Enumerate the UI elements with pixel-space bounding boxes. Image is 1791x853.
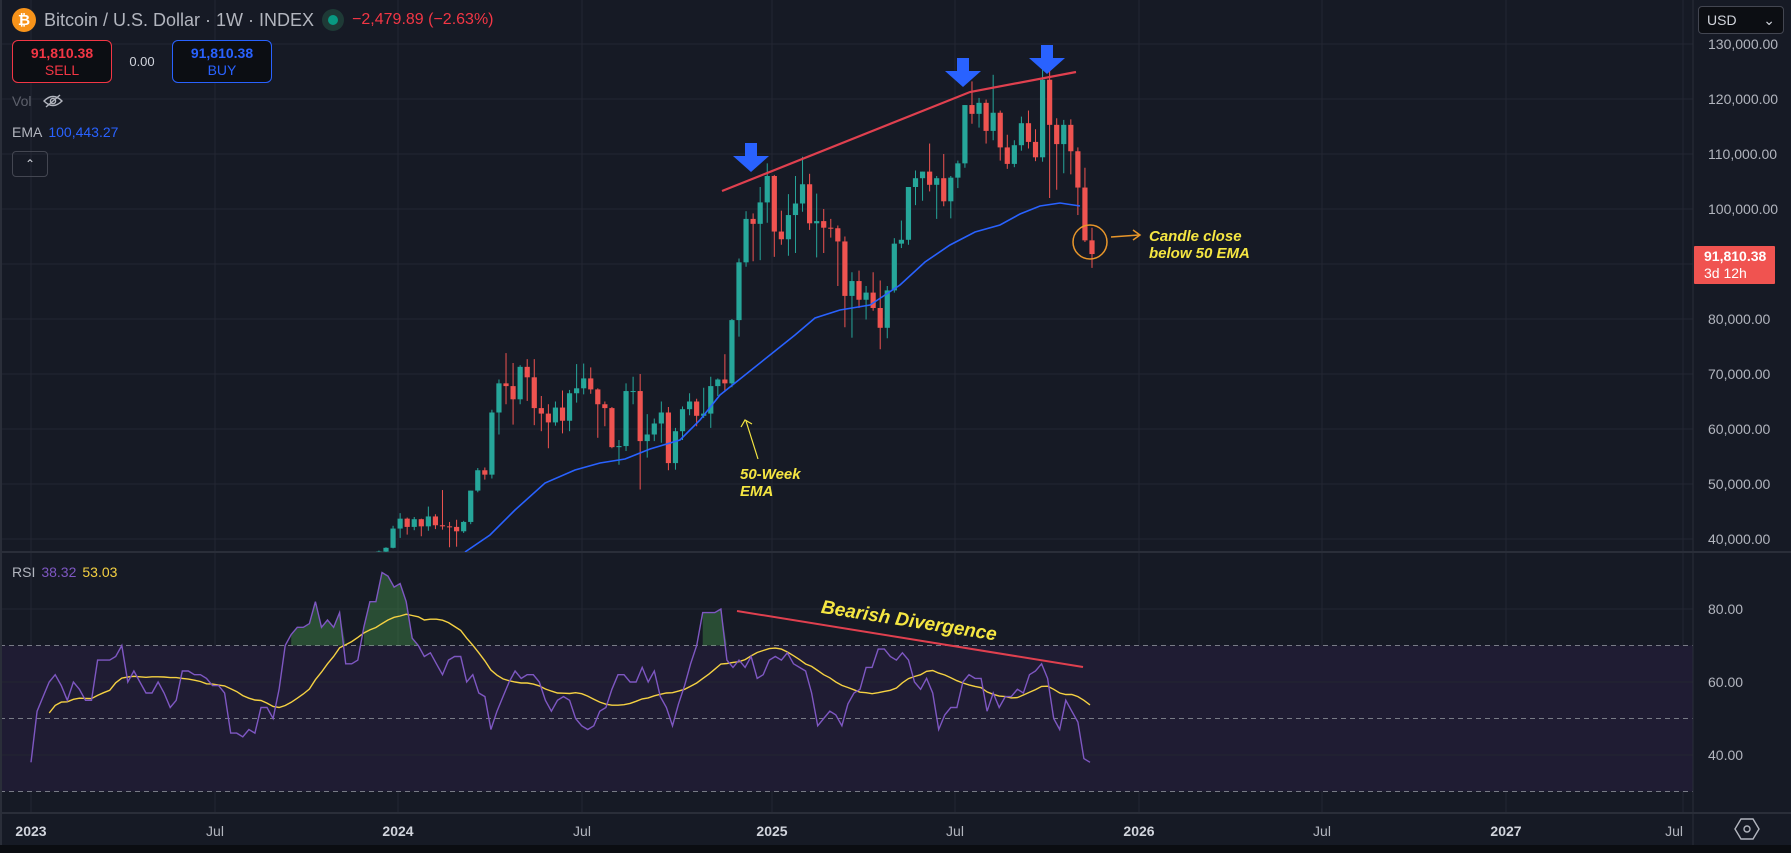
time-axis-label: Jul	[946, 823, 964, 839]
down-arrow-icon	[945, 58, 981, 87]
currency-select[interactable]: USD ⌄	[1698, 6, 1784, 34]
price-axis-label: 110,000.00	[1708, 146, 1777, 162]
sell-price: 91,810.38	[30, 44, 94, 61]
highlight-circle	[1072, 224, 1108, 260]
sell-button[interactable]: 91,810.38 SELL	[12, 40, 112, 83]
chevron-up-icon: ⌃	[24, 157, 36, 171]
vol-label: Vol	[12, 93, 32, 109]
price-axis-label: 70,000.00	[1708, 366, 1770, 382]
ema-value: 100,443.27	[48, 124, 119, 140]
price-axis-label: 80,000.00	[1708, 311, 1770, 327]
time-axis-label: Jul	[573, 823, 591, 839]
rsi-pane[interactable]	[30, 571, 1091, 763]
bar-countdown: 3d 12h	[1704, 265, 1747, 281]
rsi-ma-line	[48, 613, 1091, 714]
time-axis-label: 2026	[1123, 823, 1154, 839]
annotation-line: below 50 EMA	[1149, 245, 1250, 262]
price-change: −2,479.89 (−2.63%)	[352, 11, 494, 28]
price-axis-label: 50,000.00	[1708, 476, 1770, 492]
ema-50-line	[464, 202, 1081, 552]
divergence-trendline	[736, 610, 1084, 668]
time-axis-label: 2025	[756, 823, 787, 839]
last-price: 91,810.38	[1704, 248, 1767, 264]
last-price-badge: 91,810.38 3d 12h	[1694, 246, 1775, 284]
buy-button[interactable]: 91,810.38 BUY	[172, 40, 272, 83]
annotation-line: Candle close	[1149, 228, 1242, 245]
down-arrow-icon	[733, 143, 769, 172]
price-axis-label: 130,000.00	[1708, 36, 1778, 52]
rsi-legend[interactable]: RSI 38.32 53.03	[12, 564, 117, 580]
price-axis-label: 40,000.00	[1708, 531, 1770, 547]
sell-label: SELL	[44, 61, 80, 78]
chevron-down-icon: ⌄	[1763, 11, 1775, 28]
candle-close-annotation: Candle close below 50 EMA	[1149, 228, 1250, 262]
resistance-trendline	[721, 70, 1077, 193]
buy-label: BUY	[207, 61, 237, 78]
annotation-line: 50-Week	[740, 466, 801, 483]
time-axis-label: 2023	[15, 823, 46, 839]
price-axis-label: 120,000.00	[1708, 91, 1778, 107]
ema-label: EMA	[12, 124, 43, 140]
annotation-line: EMA	[740, 483, 774, 500]
price-axis-label: 100,000.00	[1708, 201, 1778, 217]
trade-buttons: 91,810.38 SELL 0.00 91,810.38 BUY	[12, 40, 272, 83]
rsi-line	[30, 571, 1091, 763]
time-axis-label: Jul	[1313, 823, 1331, 839]
volume-indicator-legend[interactable]: Vol	[12, 93, 64, 109]
bitcoin-logo-icon: ₿	[12, 8, 36, 32]
symbol-title[interactable]: Bitcoin / U.S. Dollar · 1W · INDEX	[44, 9, 315, 30]
time-axis-label: 2027	[1490, 823, 1521, 839]
price-axis-label: 60,000.00	[1708, 421, 1770, 437]
rsi-value: 38.32	[41, 564, 77, 580]
time-axis-label: Jul	[206, 823, 224, 839]
time-axis-label: Jul	[1665, 823, 1683, 839]
price-pane[interactable]	[369, 45, 1142, 568]
symbol-header: ₿ Bitcoin / U.S. Dollar · 1W · INDEX −2,…	[12, 8, 494, 32]
time-axis-label: 2024	[382, 823, 413, 839]
currency-value: USD	[1707, 12, 1737, 28]
rsi-axis-label: 40.00	[1708, 747, 1743, 763]
spread-value: 0.00	[129, 54, 155, 69]
settings-icon[interactable]	[1734, 818, 1760, 840]
rsi-axis-label: 80.00	[1708, 601, 1743, 617]
ema-indicator-legend[interactable]: EMA 100,443.27	[12, 124, 118, 140]
down-arrow-icon	[1029, 45, 1065, 74]
rsi-label: RSI	[12, 564, 36, 580]
eye-crossed-icon[interactable]	[43, 94, 64, 108]
market-open-icon	[322, 9, 345, 31]
buy-price: 91,810.38	[190, 44, 254, 61]
rsi-ma-value: 53.03	[82, 564, 118, 580]
collapse-legend-button[interactable]: ⌃	[12, 151, 48, 177]
rsi-axis-label: 60.00	[1708, 674, 1743, 690]
ema-annotation: 50-Week EMA	[740, 466, 801, 500]
